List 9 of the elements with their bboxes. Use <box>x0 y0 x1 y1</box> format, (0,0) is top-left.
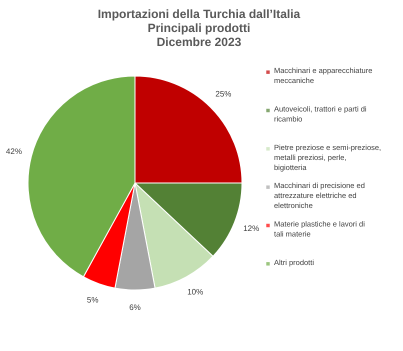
data-label: 10% <box>187 288 204 297</box>
data-label: 5% <box>86 296 98 305</box>
data-label: 42% <box>6 146 22 156</box>
data-label: 25% <box>215 90 232 99</box>
data-label: 12% <box>243 224 260 234</box>
text: Principali prodotti <box>148 21 250 35</box>
text: Importazioni della Turchia dall’Italia <box>98 7 300 21</box>
data-label: 6% <box>129 303 141 312</box>
text: Dicembre 2023 <box>156 35 242 49</box>
